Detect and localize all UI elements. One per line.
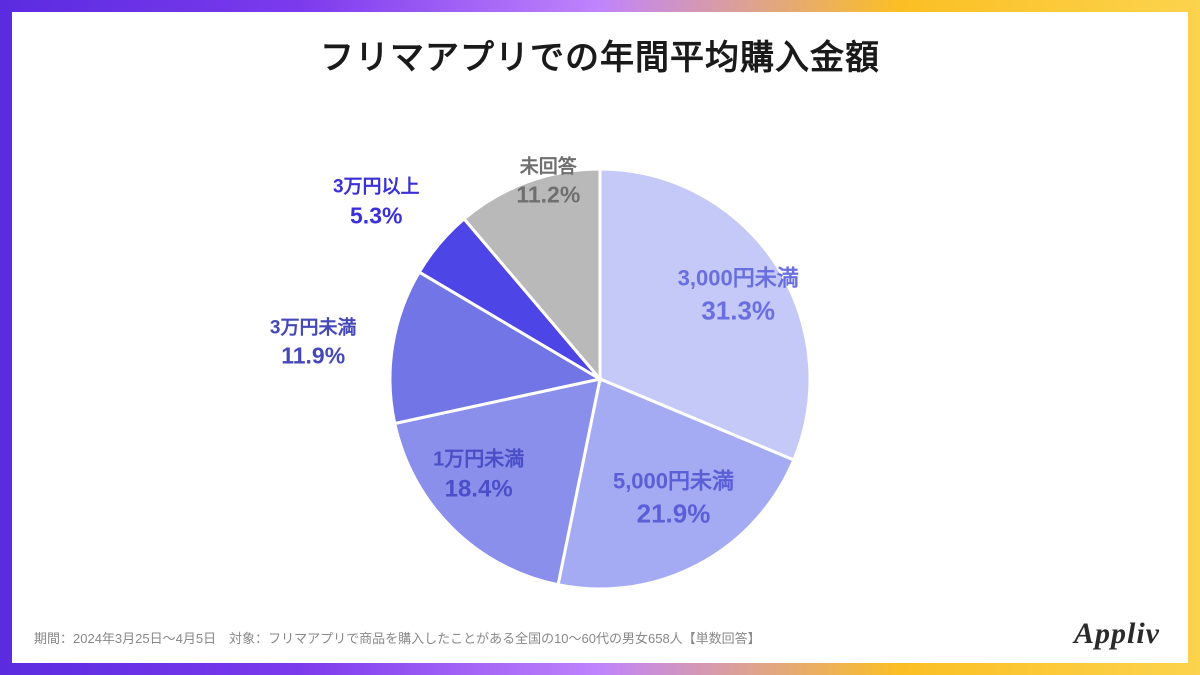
slice-label-s0: 3,000円未満31.3%	[678, 264, 799, 329]
footer-note: 期間：2024年3月25日～4月5日 対象：フリマアプリで商品を購入したことがあ…	[34, 628, 761, 647]
slice-label-pct: 21.9%	[613, 496, 734, 531]
pie-chart: 3,000円未満31.3%5,000円未満21.9%1万円未満18.4%3万円未…	[320, 84, 880, 644]
slice-label-name: 5,000円未満	[613, 467, 734, 497]
slice-label-name: 3万円以上	[333, 175, 420, 201]
slice-label-pct: 31.3%	[678, 294, 799, 329]
slice-label-pct: 11.9%	[270, 341, 357, 372]
slice-label-name: 3,000円未満	[678, 264, 799, 294]
chart-title: フリマアプリでの年間平均購入金額	[12, 30, 1188, 79]
slice-label-s1: 5,000円未満21.9%	[613, 467, 734, 532]
slice-label-s2: 1万円未満18.4%	[433, 446, 524, 505]
card: フリマアプリでの年間平均購入金額 3,000円未満31.3% 5,000円未満21…	[12, 12, 1188, 663]
slice-label-s3: 3万円未満11.9%	[270, 315, 357, 372]
slice-label-name: 1万円未満	[433, 446, 524, 473]
pie-svg	[320, 84, 880, 644]
gradient-frame: フリマアプリでの年間平均購入金額 3,000円未満31.3% 5,000円未満21…	[0, 0, 1200, 675]
slice-label-pct: 18.4%	[433, 473, 524, 505]
slice-label-name: 3万円未満	[270, 315, 357, 341]
slice-label-name: 未回答	[516, 154, 580, 180]
brand-logo: Appliv	[1074, 617, 1160, 651]
slice-label-pct: 11.2%	[516, 180, 580, 211]
slice-label-s5: 未回答11.2%	[516, 154, 580, 211]
slice-label-s4: 3万円以上5.3%	[333, 175, 420, 232]
slice-label-pct: 5.3%	[333, 200, 420, 231]
